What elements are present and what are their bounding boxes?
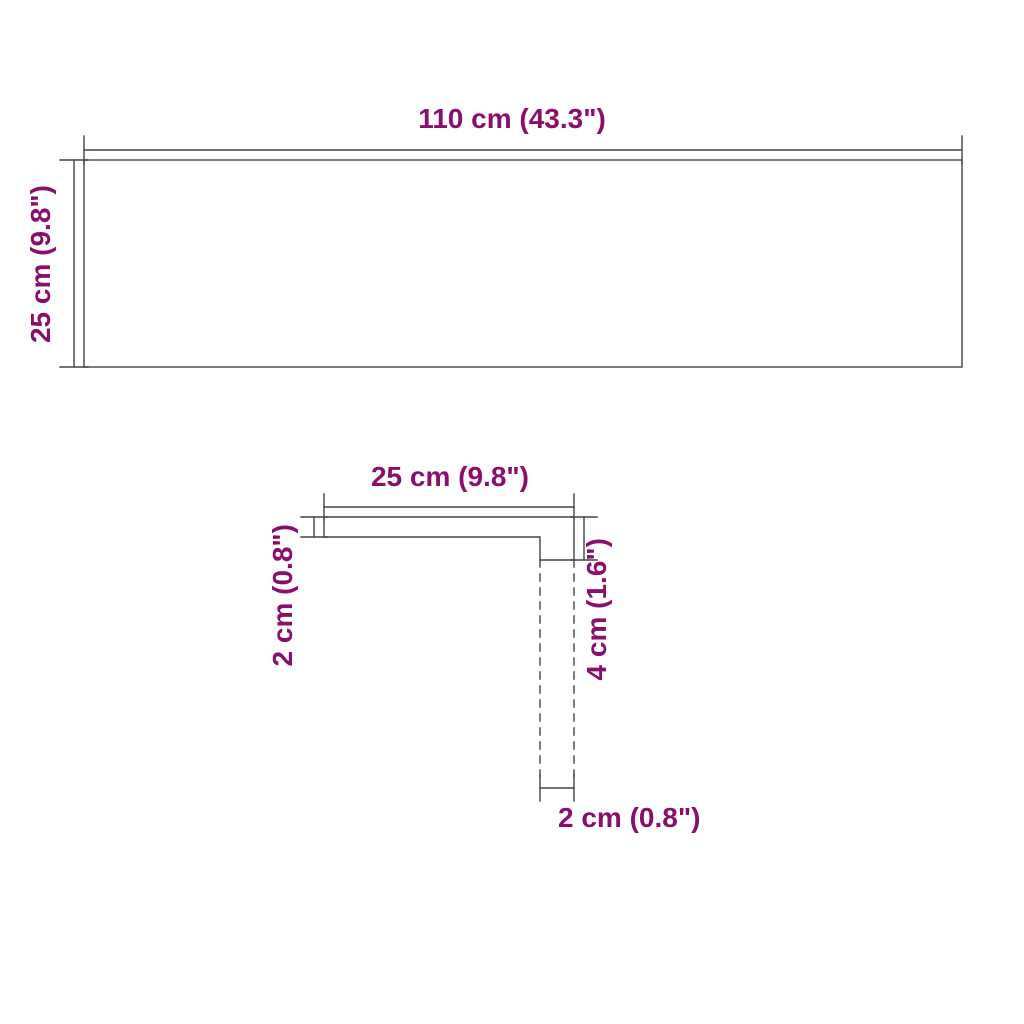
dimension-diagram: 110 cm (43.3") 25 cm (9.8") 25 cm (9.8") 2 … [0, 0, 1024, 1024]
dim-height-25: 25 cm (9.8") [25, 185, 56, 343]
profile-outline [324, 517, 574, 560]
dim-profile-top-25: 25 cm (9.8") [371, 461, 529, 492]
dim-profile-bottom-2: 2 cm (0.8") [558, 802, 700, 833]
dim-width-110: 110 cm (43.3") [418, 103, 606, 134]
top-view-rect [84, 160, 962, 367]
dim-profile-left-2: 2 cm (0.8") [267, 524, 298, 666]
dim-profile-right-4: 4 cm (1.6") [581, 538, 612, 680]
